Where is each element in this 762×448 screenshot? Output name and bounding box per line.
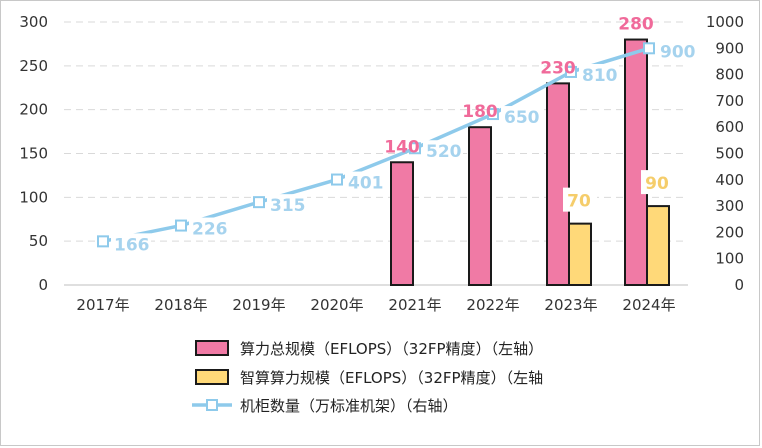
rack-marker	[331, 173, 343, 186]
rack-label-bg	[579, 63, 619, 86]
right-tick-label: 400	[715, 171, 744, 189]
right-tick-label: 0	[734, 276, 744, 294]
right-tick-label: 200	[715, 223, 744, 241]
rack-label: 900	[660, 42, 696, 62]
left-tick-label: 150	[19, 145, 48, 163]
legend-swatch-rack-marker	[206, 399, 218, 411]
right-tick-label: 600	[715, 118, 744, 136]
rack-label-bg	[189, 217, 229, 240]
rack-label-bg	[345, 171, 385, 194]
rack-marker	[487, 108, 499, 121]
label-total-compute: 280	[618, 15, 654, 35]
rack-label-bg	[111, 233, 151, 256]
label-ai-compute-bg	[563, 187, 597, 212]
rack-marker	[253, 196, 265, 209]
right-tick-label: 900	[715, 39, 744, 57]
rack-label: 315	[270, 196, 306, 216]
right-tick-label: 500	[715, 145, 744, 163]
rack-marker	[175, 219, 187, 232]
left-tick-label: 250	[19, 57, 48, 75]
bar-total-compute	[624, 38, 648, 286]
rack-marker	[643, 42, 655, 55]
bar-total-compute	[390, 161, 414, 286]
x-tick-label: 2017年	[76, 296, 129, 314]
rack-label-bg	[657, 40, 697, 63]
x-tick-label: 2018年	[154, 296, 207, 314]
bars	[390, 38, 670, 287]
rack-marker	[97, 235, 109, 248]
rack-label: 226	[192, 220, 228, 240]
rack-marker	[409, 142, 421, 155]
legend-swatch-total	[195, 340, 229, 356]
legend-label: 算力总规模（EFLOPS）（32FP精度）（左轴）	[240, 340, 543, 358]
label-ai-compute: 70	[567, 192, 591, 212]
label-ai-compute: 90	[645, 174, 669, 194]
x-tick-label: 2021年	[388, 296, 441, 314]
x-tick-label: 2022年	[466, 296, 519, 314]
right-axis: 0 100 200 300 400 500 600 700 800 900 1000	[706, 13, 744, 294]
rack-label-bg	[501, 106, 541, 129]
rack-label: 810	[582, 66, 618, 86]
data-labels: 140 180 230 280 70 90 166 226 315 401 520 650 810 900	[111, 15, 697, 256]
rack-marker	[565, 65, 577, 78]
legend-label: 智算算力规模（EFLOPS）（32FP精度）（左轴	[240, 369, 543, 387]
rack-label: 520	[426, 142, 462, 162]
grid-lines	[64, 21, 688, 286]
legend-swatch-ai	[195, 369, 229, 385]
left-tick-label: 50	[29, 232, 48, 250]
x-tick-label: 2019年	[232, 296, 285, 314]
bar-total-compute	[546, 82, 570, 286]
rack-label-bg	[423, 140, 463, 163]
right-tick-label: 100	[715, 250, 744, 268]
x-tick-label: 2023年	[544, 296, 597, 314]
rack-label: 401	[348, 174, 384, 194]
legend-label: 机柜数量（万标准机架）（右轴）	[240, 397, 458, 415]
left-axis: 0 50 100 150 200 250 300	[19, 13, 48, 294]
x-tick-label: 2024年	[622, 296, 675, 314]
left-tick-label: 300	[19, 13, 48, 31]
x-axis: 2017年 2018年 2019年 2020年 2021年 2022年 2023年 2024年	[76, 296, 675, 314]
label-total-compute: 140	[384, 137, 420, 157]
right-tick-label: 700	[715, 92, 744, 110]
right-tick-label: 1000	[706, 13, 744, 31]
bar-total-compute	[468, 126, 492, 286]
x-tick-label: 2020年	[310, 296, 363, 314]
rack-label: 650	[504, 108, 540, 128]
bar-ai-compute	[568, 222, 592, 286]
label-total-compute: 180	[462, 102, 498, 122]
right-tick-label: 300	[715, 197, 744, 215]
right-tick-label: 800	[715, 66, 744, 84]
legend: 算力总规模（EFLOPS）（32FP精度）（左轴） 智算算力规模（EFLOPS）（…	[192, 340, 543, 415]
label-total-compute: 230	[540, 58, 576, 78]
rack-label-bg	[267, 194, 307, 217]
bar-ai-compute	[646, 205, 670, 287]
rack-label: 166	[114, 235, 150, 255]
left-tick-label: 100	[19, 188, 48, 206]
left-tick-label: 200	[19, 101, 48, 119]
left-tick-label: 0	[38, 276, 48, 294]
label-ai-compute-bg	[641, 170, 675, 195]
